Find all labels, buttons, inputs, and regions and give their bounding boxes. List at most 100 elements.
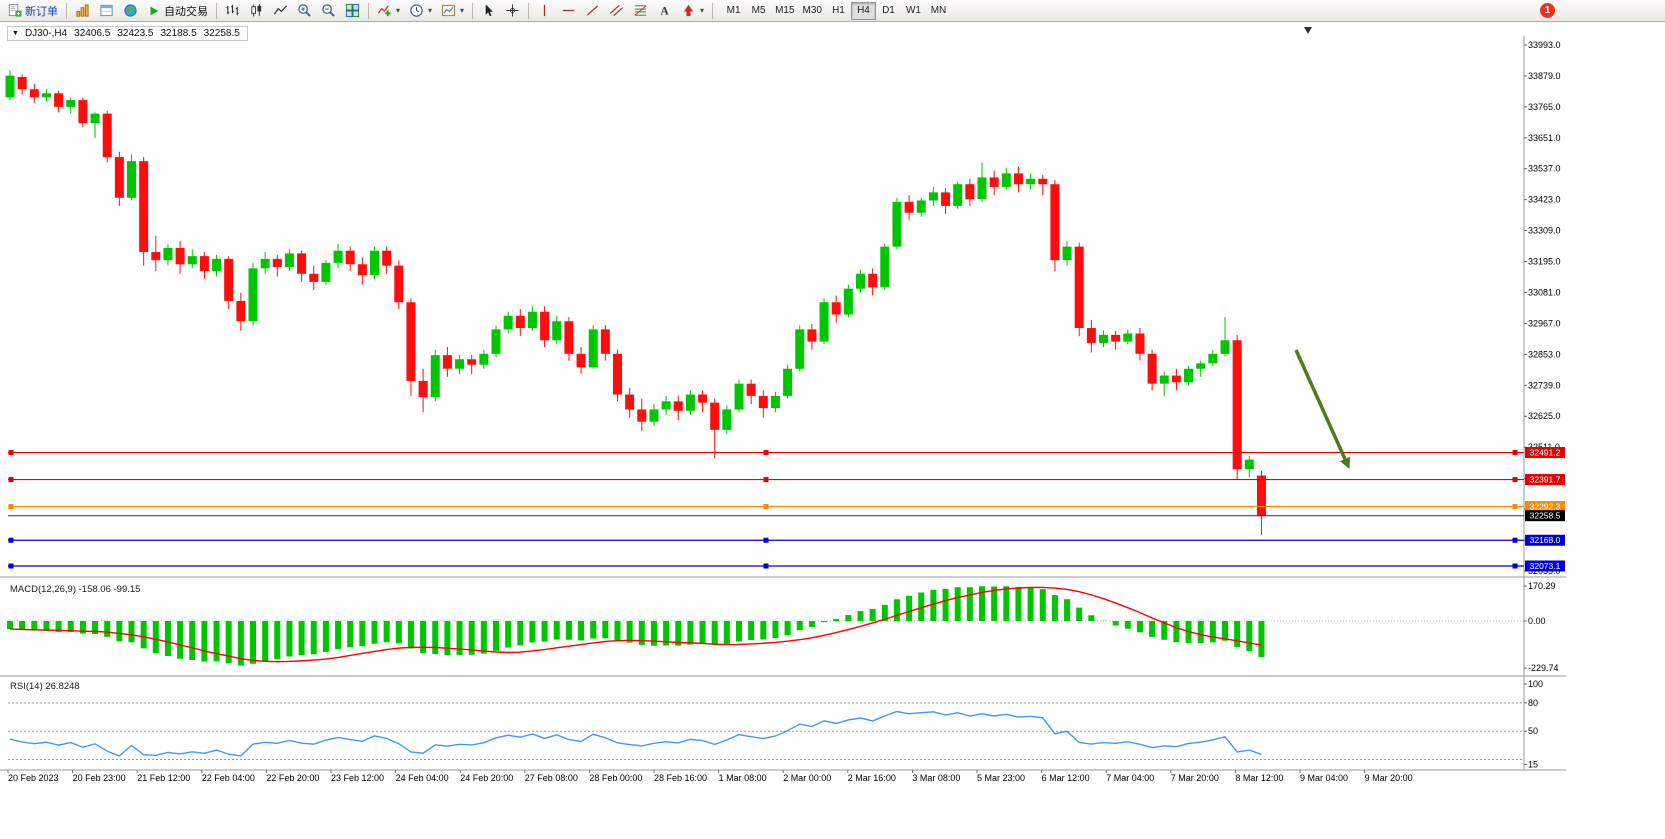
cursor-tool-button[interactable]	[477, 1, 500, 21]
price-axis: 33993.0 33879.0 33765.0 33651.0 33537.0 33423…	[1524, 40, 1561, 576]
text-tool-button[interactable]: A	[653, 1, 676, 21]
svg-text:20 Feb 23:00: 20 Feb 23:00	[73, 773, 126, 783]
tile-windows-button[interactable]	[341, 1, 364, 21]
periods-button[interactable]: ▾	[405, 1, 436, 21]
svg-text:32168.0: 32168.0	[1530, 535, 1561, 545]
timeframe-d1-button[interactable]: D1	[876, 2, 901, 20]
svg-text:9 Mar 20:00: 9 Mar 20:00	[1365, 773, 1413, 783]
data-window-button[interactable]	[95, 1, 118, 21]
chart-title-overlay[interactable]: ▼ DJ30-,H4 32406.5 32423.5 32188.5 32258…	[7, 26, 248, 41]
svg-text:32491.2: 32491.2	[1530, 447, 1561, 457]
chart-low-value: 32188.5	[160, 28, 197, 39]
auto-trading-button[interactable]: 自动交易	[143, 1, 212, 21]
horizontal-line-tool-button[interactable]	[557, 1, 580, 21]
channel-tool-button[interactable]	[605, 1, 628, 21]
chart-symbol-period: DJ30-,H4	[24, 28, 68, 39]
horizontal-line-icon	[562, 9, 575, 12]
svg-text:6 Mar 12:00: 6 Mar 12:00	[1042, 773, 1090, 783]
timeframe-mn-button[interactable]: MN	[926, 2, 951, 20]
chart-menu-triangle-icon[interactable]: ▼	[12, 30, 19, 37]
price-label-chip: 32168.0	[1525, 534, 1565, 546]
horizontal-line-object[interactable]	[8, 477, 1524, 483]
price-label-chip: 32073.1	[1525, 560, 1565, 572]
zoom-in-icon	[298, 4, 311, 17]
timeframe-m1-button[interactable]: M1	[721, 2, 746, 20]
zoom-in-button[interactable]	[293, 1, 316, 21]
horizontal-line-object[interactable]	[8, 537, 1524, 543]
toolbar-separator	[66, 2, 67, 19]
template-icon	[441, 4, 456, 17]
svg-text:32739.0: 32739.0	[1528, 380, 1561, 390]
toolbar-separator	[368, 2, 369, 19]
chart-close-value: 32258.5	[203, 28, 240, 39]
svg-text:33993.0: 33993.0	[1528, 40, 1561, 50]
templates-button[interactable]: ▾	[437, 1, 468, 21]
dropdown-caret-icon: ▾	[460, 6, 465, 15]
price-chart-canvas[interactable]: 33993.0 33879.0 33765.0 33651.0 33537.0 33423…	[0, 22, 1665, 839]
arrows-tool-button[interactable]: ▾	[677, 1, 708, 21]
timeframe-m15-button[interactable]: M15	[771, 2, 798, 20]
svg-text:1 Mar 08:00: 1 Mar 08:00	[719, 773, 767, 783]
time-axis: 20 Feb 2023 20 Feb 23:00 21 Feb 12:00 22 Fe…	[7, 770, 1413, 783]
svg-text:21 Feb 12:00: 21 Feb 12:00	[137, 773, 190, 783]
globe-button[interactable]	[119, 1, 142, 21]
line-chart-mode-button[interactable]	[269, 1, 292, 21]
price-label-chip: 32258.5	[1525, 510, 1565, 522]
new-order-icon	[8, 3, 22, 17]
chart-stack-button[interactable]	[71, 1, 94, 21]
play-icon	[150, 6, 159, 15]
timeframe-m30-button[interactable]: M30	[799, 2, 826, 20]
price-label-chip: 32491.2	[1525, 447, 1565, 459]
fibonacci-tool-button[interactable]	[629, 1, 652, 21]
timeframe-m5-button[interactable]: M5	[746, 2, 771, 20]
timeframe-h4-button[interactable]: H4	[850, 1, 876, 20]
svg-text:0.00: 0.00	[1528, 616, 1546, 626]
svg-text:3 Mar 08:00: 3 Mar 08:00	[912, 773, 960, 783]
svg-text:28 Feb 00:00: 28 Feb 00:00	[589, 773, 642, 783]
svg-text:33651.0: 33651.0	[1528, 133, 1561, 143]
trendline-tool-button[interactable]	[581, 1, 604, 21]
indicators-button[interactable]: ▾	[373, 1, 404, 21]
svg-text:80: 80	[1528, 698, 1538, 708]
arrow-shape-icon	[683, 4, 694, 17]
toolbar-separator	[528, 2, 530, 19]
svg-text:28 Feb 16:00: 28 Feb 16:00	[654, 773, 707, 783]
timeframe-w1-button[interactable]: W1	[901, 2, 926, 20]
horizontal-line-object[interactable]	[8, 504, 1524, 510]
horizontal-line-object[interactable]	[8, 450, 1524, 456]
main-toolbar: 新订单	[0, 0, 1665, 22]
svg-text:9 Mar 04:00: 9 Mar 04:00	[1300, 773, 1348, 783]
horizontal-line-object[interactable]	[8, 563, 1524, 569]
vertical-line-tool-button[interactable]	[533, 1, 556, 21]
chart-shift-marker[interactable]	[1304, 27, 1312, 34]
price-label-chip: 32391.7	[1525, 474, 1565, 486]
trend-arrow-annotation[interactable]	[1294, 349, 1351, 470]
timeframe-h1-button[interactable]: H1	[826, 2, 851, 20]
new-order-button[interactable]: 新订单	[3, 1, 62, 21]
notification-badge[interactable]: 1	[1540, 3, 1555, 18]
bar-chart-icon	[226, 4, 239, 16]
auto-trading-label: 自动交易	[164, 5, 208, 18]
crosshair-tool-button[interactable]	[501, 1, 524, 21]
bar-chart-mode-button[interactable]	[221, 1, 244, 21]
svg-text:8 Mar 12:00: 8 Mar 12:00	[1235, 773, 1283, 783]
svg-text:15: 15	[1528, 759, 1538, 769]
chart-area[interactable]: ▼ DJ30-,H4 32406.5 32423.5 32188.5 32258…	[0, 22, 1665, 839]
svg-text:2 Mar 00:00: 2 Mar 00:00	[783, 773, 831, 783]
globe-icon	[124, 4, 137, 17]
channel-icon	[610, 4, 624, 17]
svg-text:32967.0: 32967.0	[1528, 318, 1561, 328]
svg-text:7 Mar 20:00: 7 Mar 20:00	[1171, 773, 1219, 783]
zoom-out-icon	[322, 4, 335, 17]
rsi-label: RSI(14) 26.8248	[10, 681, 80, 692]
data-window-icon	[100, 4, 113, 17]
svg-text:20 Feb 2023: 20 Feb 2023	[8, 773, 59, 783]
svg-text:33537.0: 33537.0	[1528, 164, 1561, 174]
svg-text:-229.74: -229.74	[1528, 663, 1559, 673]
clock-icon	[410, 4, 423, 17]
zoom-out-button[interactable]	[317, 1, 340, 21]
candlestick-plot	[5, 70, 1266, 535]
candlestick-mode-button[interactable]	[245, 1, 268, 21]
cursor-icon	[485, 4, 494, 17]
svg-text:33765.0: 33765.0	[1528, 102, 1561, 112]
